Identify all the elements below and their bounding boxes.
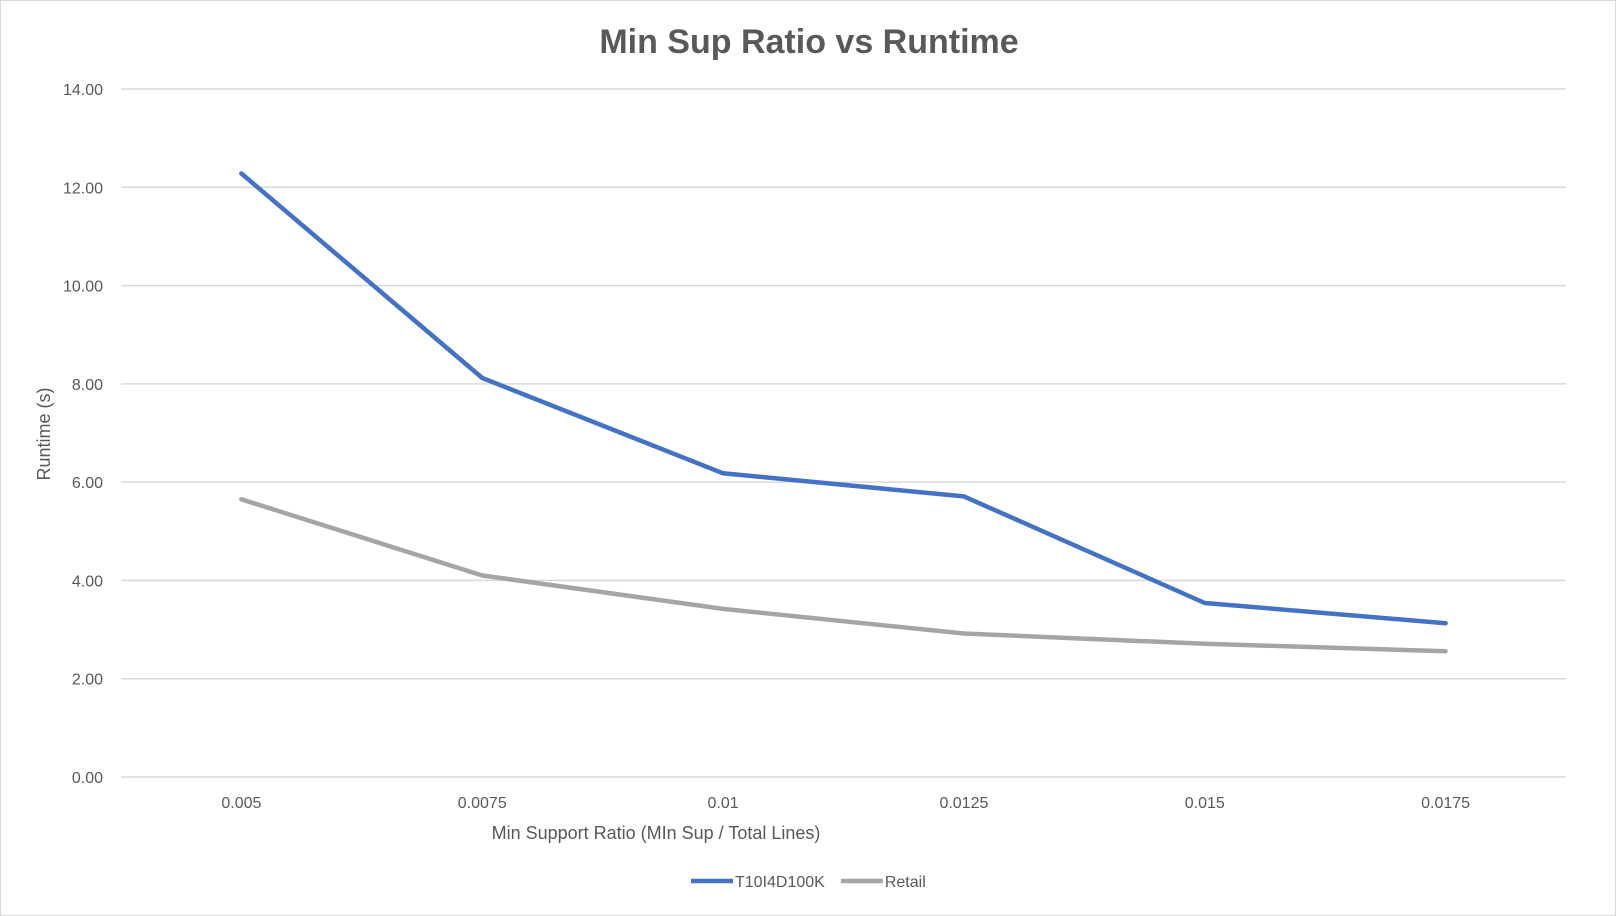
chart-title: Min Sup Ratio vs Runtime [599,23,1018,61]
y-tick-label: 12.00 [63,180,103,197]
data-point [721,606,726,611]
data-point [1443,649,1448,654]
y-axis-title: Runtime (s) [34,387,54,480]
y-tick-label: 8.00 [72,377,103,394]
y-tick-label: 4.00 [72,573,103,590]
legend-label: T10I4D100K [735,874,825,891]
x-tick-label: 0.015 [1185,795,1225,812]
x-tick-label: 0.0175 [1421,795,1470,812]
y-axis-ticks: 0.00 2.00 4.00 6.00 8.00 10.00 12.00 14.00 [63,82,103,787]
x-tick-label: 0.01 [708,795,739,812]
y-tick-label: 6.00 [72,475,103,492]
data-point [961,631,966,636]
x-axis-ticks: 0.005 0.0075 0.01 0.0125 0.015 0.0175 [221,795,1470,812]
x-axis-title: Min Support Ratio (MIn Sup / Total Lines… [492,823,821,843]
y-tick-label: 0.00 [72,770,103,787]
data-point [1443,621,1448,626]
x-tick-label: 0.0075 [458,795,507,812]
x-tick-label: 0.005 [221,795,261,812]
data-point [480,573,485,578]
series-line-t10i4d100k [239,171,1448,626]
legend: T10I4D100K Retail [691,874,926,891]
data-point [1202,641,1207,646]
y-tick-label: 2.00 [72,672,103,689]
data-point [961,494,966,499]
data-point [239,171,244,176]
data-point [480,375,485,380]
data-point [1202,601,1207,606]
series-line-retail [239,497,1448,654]
legend-label: Retail [885,874,926,891]
gridlines [121,88,1566,778]
x-tick-label: 0.0125 [939,795,988,812]
y-tick-label: 10.00 [63,279,103,296]
data-point [239,497,244,502]
y-tick-label: 14.00 [63,82,103,99]
series-lines [239,171,1448,654]
data-point [721,471,726,476]
